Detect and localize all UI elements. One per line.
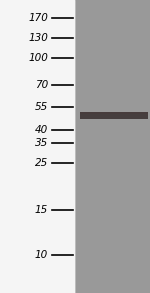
Text: 10: 10 [35, 250, 48, 260]
Text: 40: 40 [35, 125, 48, 135]
Text: 55: 55 [35, 102, 48, 112]
Text: 170: 170 [28, 13, 48, 23]
Text: 100: 100 [28, 53, 48, 63]
Text: 35: 35 [35, 138, 48, 148]
Bar [75, 0, 150, 293]
Bar [0, 0, 75, 293]
Text: 130: 130 [28, 33, 48, 43]
Text: 15: 15 [35, 205, 48, 215]
Bar [80, 112, 148, 118]
Bar [80, 112, 148, 114]
Text: 70: 70 [35, 80, 48, 90]
Text: 25: 25 [35, 158, 48, 168]
